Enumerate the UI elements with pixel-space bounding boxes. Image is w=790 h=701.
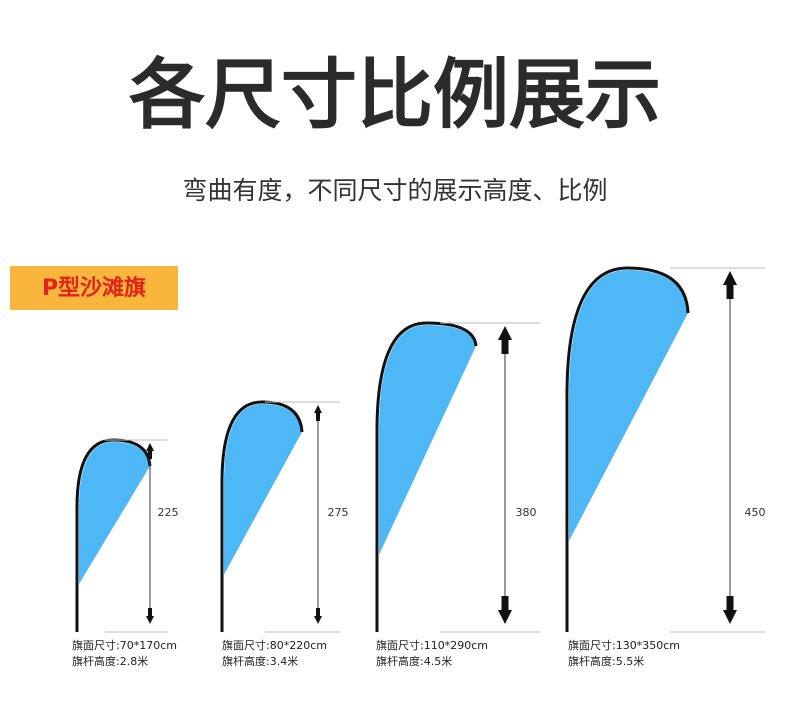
arrow-up [146, 443, 154, 459]
height-label: 380 [516, 506, 537, 519]
size-text: 旗面尺寸:80*220cm [222, 638, 327, 652]
arrow-up [723, 271, 737, 299]
flag-fill [79, 442, 150, 584]
flag-outline [565, 266, 690, 632]
height-label: 450 [745, 506, 766, 519]
flags: 225 旗面尺寸:70*170cm 旗杆高度:2.8米 275 旗面尺寸:80*220c… [72, 266, 766, 668]
arrow-down [498, 596, 512, 624]
size-text: 旗面尺寸:70*170cm [72, 638, 177, 652]
badge: P型沙滩旗 [42, 275, 146, 301]
title: 各尺寸比例展示 [129, 50, 661, 139]
arrow-up [498, 326, 512, 354]
flag-outline [375, 321, 478, 632]
size-text: 旗面尺寸:130*350cm [568, 638, 680, 652]
flag-outline [220, 400, 304, 632]
height-label: 225 [158, 506, 179, 519]
arrow-up [314, 405, 322, 421]
height-label: 275 [328, 506, 349, 519]
pole-text: 旗杆高度:2.8米 [72, 654, 148, 668]
badge-bg [10, 266, 178, 310]
pole-text: 旗杆高度:4.5米 [376, 654, 452, 668]
flag-fill [569, 270, 688, 541]
pole-text: 旗杆高度:3.4米 [222, 654, 298, 668]
arrow-down [723, 596, 737, 624]
arrow-down [146, 608, 154, 624]
subtitle: 弯曲有度，不同尺寸的展示高度、比例 [182, 176, 607, 205]
size-text: 旗面尺寸:110*290cm [376, 638, 488, 652]
pole-text: 旗杆高度:5.5米 [568, 654, 644, 668]
flag-fill [379, 325, 476, 555]
arrow-down [314, 608, 322, 624]
flag-fill [224, 404, 302, 575]
